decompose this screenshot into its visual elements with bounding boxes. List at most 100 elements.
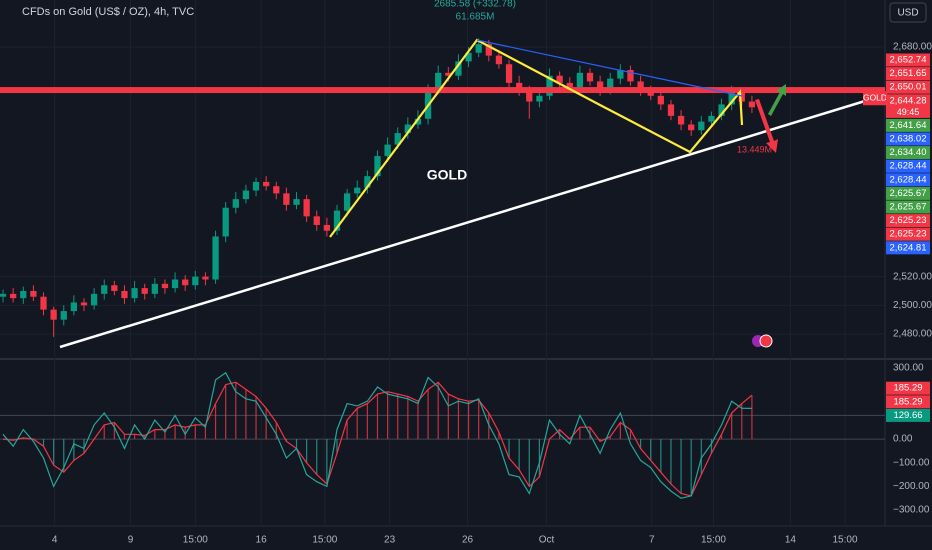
price-tag	[886, 241, 930, 255]
candle-body	[0, 293, 7, 297]
price-tag-label: 2,644.28	[890, 95, 927, 106]
price-tag-label: 2,625.67	[890, 188, 927, 199]
candle-body	[50, 309, 57, 320]
candle-body	[364, 176, 371, 188]
price-tag-label: 185.29	[893, 383, 922, 394]
candle-body	[192, 276, 199, 286]
price-tag-label: 2,650.01	[890, 82, 927, 93]
x-tick-label: 14	[785, 535, 797, 546]
candle-body	[536, 95, 543, 102]
candle-body	[435, 72, 442, 91]
candle-body	[121, 290, 128, 299]
candle-body	[445, 72, 452, 76]
candle-body	[667, 104, 675, 116]
price-tag	[886, 132, 930, 146]
candle-body	[566, 82, 573, 88]
price-tag-label: 129.66	[893, 410, 922, 421]
down-arrow	[755, 99, 778, 153]
x-tick-label: 7	[649, 535, 655, 546]
x-tick-label: 26	[462, 535, 474, 546]
candle-body	[90, 293, 98, 306]
candle-body	[70, 302, 78, 312]
candle-body	[111, 285, 118, 291]
candle-body	[293, 199, 300, 205]
x-tick-label: 15:00	[833, 535, 858, 546]
symbol-tag-label: GOLD	[863, 93, 887, 103]
candle-body	[242, 190, 250, 200]
y-tick-label: 2,680.00	[893, 42, 932, 53]
candle-body	[728, 92, 735, 105]
candle-body	[101, 285, 108, 294]
candle-body	[748, 101, 756, 108]
candle-body	[394, 133, 401, 145]
price-tag-label: 185.29	[893, 396, 922, 407]
up-arrow	[768, 84, 786, 116]
symbol-tag	[863, 91, 887, 106]
x-tick-label: 15:00	[312, 535, 337, 546]
price-tag-label: 2,625.23	[890, 215, 927, 226]
price-tag	[886, 395, 930, 409]
y-tick-label: 2,480.00	[893, 329, 932, 340]
price-tag	[886, 159, 930, 173]
candle-body	[556, 75, 563, 83]
y-tick-label: −300.00	[893, 505, 930, 516]
candle-body	[313, 216, 320, 225]
candle-body	[10, 293, 17, 299]
y-tick-label: −100.00	[893, 457, 930, 468]
y-tick-label: 2,520.00	[893, 271, 932, 282]
price-tag-label: 2,638.02	[890, 134, 927, 145]
price-tag	[886, 214, 930, 228]
price-tag	[886, 53, 930, 67]
price-tag	[886, 381, 930, 395]
x-tick-label: Oct	[539, 535, 555, 546]
candle-body	[404, 124, 411, 134]
candle-body	[455, 61, 462, 76]
candle-body	[182, 279, 189, 286]
candle-body	[708, 115, 715, 122]
candle-body	[516, 82, 523, 91]
y-tick-label: 2,500.00	[893, 300, 932, 311]
last-volume: 13.449M	[737, 144, 772, 154]
y-tick-label: −200.00	[893, 481, 930, 492]
candle-body	[151, 283, 158, 294]
candle-body	[343, 193, 351, 211]
oscillator-line	[2, 371, 752, 499]
candle-body	[384, 144, 391, 157]
price-tag-label: 2,651.65	[890, 68, 927, 79]
candle-body	[202, 276, 209, 280]
peak-volume: 61.685M	[456, 12, 495, 23]
candle-body	[30, 290, 37, 297]
candle-body	[657, 95, 664, 105]
y-tick-label: 300.00	[893, 363, 924, 374]
currency[interactable]: USD	[897, 8, 918, 19]
countdown-box	[886, 106, 930, 118]
candle-body	[354, 187, 361, 194]
x-tick-label: 15:00	[183, 535, 208, 546]
marks	[0, 38, 885, 499]
candle-body	[586, 72, 594, 82]
candle-body	[677, 115, 685, 125]
candle-body	[141, 288, 148, 294]
candle-body	[333, 210, 341, 231]
price-tag-label: 2,652.74	[890, 55, 927, 66]
drawings	[59, 38, 866, 349]
currency-box[interactable]	[889, 2, 927, 23]
candle-body	[738, 92, 745, 102]
trendline	[59, 99, 866, 349]
candle-body	[414, 118, 422, 125]
x-tick-label: 4	[52, 535, 58, 546]
candle-body	[273, 186, 280, 194]
candle-body	[688, 124, 695, 131]
candle-body	[637, 81, 644, 91]
candle-body	[465, 52, 472, 62]
candle-body	[171, 279, 179, 289]
peak-label: 2685.58 (+332.78)	[434, 0, 516, 10]
candle-body	[617, 69, 624, 79]
candle-body	[20, 290, 27, 299]
price-tag	[886, 94, 930, 108]
candle-body	[222, 207, 229, 237]
x-tick-label: 9	[128, 535, 134, 546]
candle-body	[475, 44, 482, 53]
